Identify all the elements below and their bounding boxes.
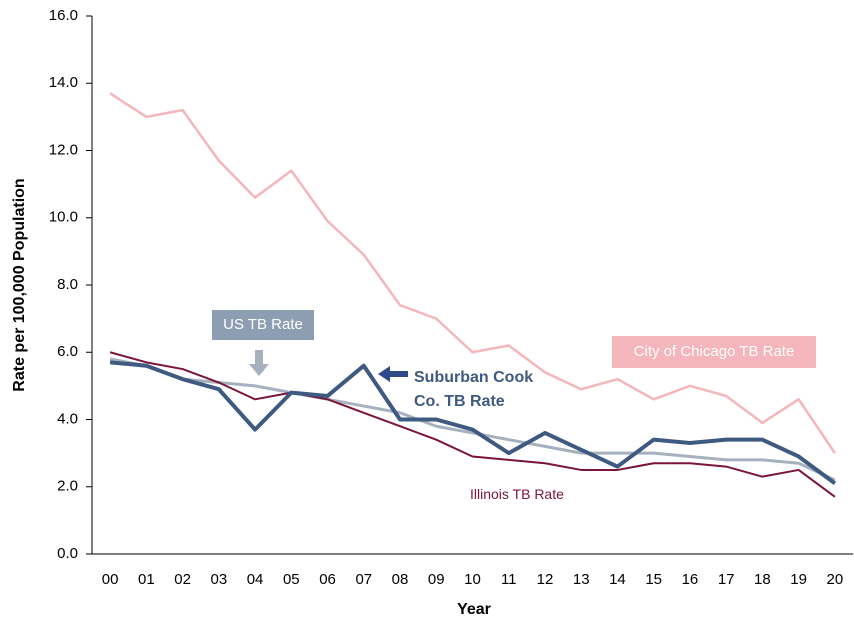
y-tick-label: 0.0 bbox=[57, 545, 78, 562]
x-tick-label: 10 bbox=[464, 571, 481, 588]
x-tick-label: 08 bbox=[392, 571, 409, 588]
y-tick-label: 6.0 bbox=[57, 343, 78, 360]
series-line bbox=[109, 92, 836, 454]
series-line bbox=[109, 351, 836, 498]
us-arrow bbox=[249, 350, 269, 376]
us-label-box bbox=[212, 310, 314, 340]
x-tick-label: 13 bbox=[573, 571, 590, 588]
x-tick-label: 09 bbox=[428, 571, 445, 588]
x-tick-label: 01 bbox=[138, 571, 155, 588]
x-tick-label: 18 bbox=[754, 571, 771, 588]
series-line bbox=[109, 360, 837, 485]
x-axis-title: Year bbox=[457, 601, 491, 618]
us-label: US TB Rate bbox=[223, 316, 303, 333]
chicago-label: City of Chicago TB Rate bbox=[633, 343, 795, 360]
y-tick-label: 4.0 bbox=[57, 410, 78, 427]
x-tick-label: 03 bbox=[210, 571, 227, 588]
x-tick-label: 19 bbox=[790, 571, 807, 588]
chicago-label-box bbox=[612, 336, 816, 368]
x-tick-label: 14 bbox=[609, 571, 626, 588]
suburban-label: Suburban Cook Co. TB Rate bbox=[414, 369, 534, 410]
x-tick-label: 00 bbox=[102, 571, 119, 588]
x-tick-label: 06 bbox=[319, 571, 336, 588]
x-tick-label: 17 bbox=[718, 571, 735, 588]
y-tick-label: 12.0 bbox=[49, 141, 78, 158]
x-tick-label: 20 bbox=[827, 571, 844, 588]
x-tick-label: 16 bbox=[682, 571, 699, 588]
x-tick-label: 11 bbox=[501, 571, 517, 588]
x-tick-label: 05 bbox=[283, 571, 300, 588]
x-tick-label: 07 bbox=[355, 571, 372, 588]
y-tick-label: 8.0 bbox=[57, 276, 78, 293]
y-tick-label: 14.0 bbox=[49, 74, 78, 91]
y-tick-label: 16.0 bbox=[49, 7, 78, 24]
x-tick-label: 04 bbox=[247, 571, 264, 588]
y-tick-label: 2.0 bbox=[57, 478, 78, 495]
y-axis-title: Rate per 100,000 Population bbox=[11, 178, 28, 391]
x-tick-label: 15 bbox=[645, 571, 662, 588]
x-tick-label: 02 bbox=[174, 571, 191, 588]
y-tick-label: 10.0 bbox=[49, 209, 78, 226]
x-tick-label: 12 bbox=[537, 571, 554, 588]
series-line bbox=[109, 357, 836, 482]
illinois-label: Illinois TB Rate bbox=[470, 486, 564, 502]
suburban-arrow bbox=[378, 366, 408, 382]
